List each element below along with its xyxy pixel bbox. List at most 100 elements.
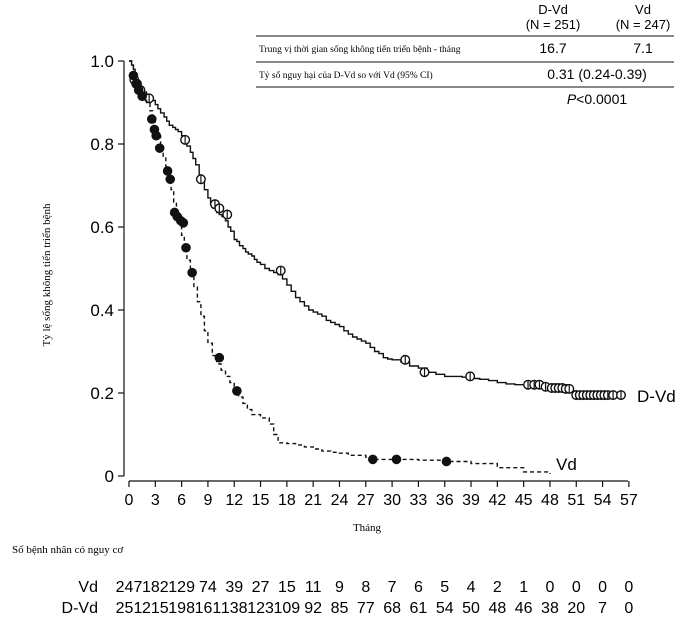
- x-tick-label: 30: [383, 492, 401, 509]
- at-risk-value-vd: 6: [414, 579, 423, 596]
- at-risk-value-d-vd: 38: [541, 600, 559, 617]
- marker-vd: [137, 91, 147, 102]
- x-tick-label: 18: [278, 492, 296, 509]
- survival-curves: [128, 60, 626, 474]
- x-tick-label: 6: [177, 492, 186, 509]
- x-tick-label: 42: [488, 492, 506, 509]
- at-risk-value-d-vd: 85: [331, 600, 349, 617]
- x-tick-label: 12: [225, 492, 243, 509]
- marker-vd: [147, 114, 157, 124]
- x-tick-label: 39: [462, 492, 480, 509]
- at-risk-value-vd: 11: [305, 579, 322, 596]
- at-risk-value-d-vd: 198: [168, 600, 195, 617]
- summary-col2-header: Vd: [635, 2, 651, 17]
- at-risk-value-vd: 74: [199, 579, 217, 596]
- curve-d-vd: [129, 60, 621, 396]
- marker-d-vd: [195, 174, 206, 185]
- x-tick-label: 0: [125, 492, 134, 509]
- at-risk-title: Số bệnh nhân có nguy cơ: [12, 544, 123, 556]
- at-risk-value-d-vd: 7: [598, 600, 607, 617]
- summary-table: D-Vd (N = 251) Vd (N = 247) Trung vị thờ…: [256, 2, 674, 107]
- marker-d-vd: [400, 354, 411, 365]
- at-risk-value-d-vd: 68: [383, 600, 401, 617]
- at-risk-table: Số bệnh nhân có nguy cơ Vd D-Vd 247 182 12…: [12, 544, 633, 617]
- x-tick-label: 54: [594, 492, 612, 509]
- at-risk-value-vd: 2: [493, 579, 502, 596]
- marker-vd: [441, 456, 452, 467]
- y-tick-label: 1.0: [90, 52, 114, 71]
- at-risk-value-vd: 1: [519, 579, 528, 596]
- y-axis-label: Tỷ lệ sống không tiến triển bệnh: [41, 203, 53, 346]
- p-rest: <0.0001: [576, 91, 627, 107]
- at-risk-value-d-vd: 50: [462, 600, 480, 617]
- at-risk-value-vd: 129: [168, 579, 195, 596]
- at-risk-value-d-vd: 92: [304, 600, 322, 617]
- y-ticks: 0 0.2 0.4 0.6 0.8 1.0: [90, 52, 124, 486]
- marker-d-vd: [465, 371, 476, 382]
- at-risk-value-d-vd: 161: [195, 600, 222, 617]
- at-risk-row-label-dvd: D-Vd: [62, 600, 98, 617]
- y-tick-label: 0.8: [90, 135, 114, 154]
- x-tick-label: 3: [151, 492, 160, 509]
- series-label-dvd: D-Vd: [637, 387, 676, 406]
- summary-row1-label: Trung vị thời gian sống không tiến triển…: [259, 44, 461, 55]
- at-risk-value-d-vd: 20: [567, 600, 585, 617]
- at-risk-value-d-vd: 54: [436, 600, 454, 617]
- x-tick-label: 51: [567, 492, 585, 509]
- x-tick-label: 33: [410, 492, 428, 509]
- at-risk-value-vd: 15: [278, 579, 296, 596]
- at-risk-value-vd: 39: [225, 579, 243, 596]
- marker-vd: [151, 130, 161, 141]
- at-risk-value-vd: 0: [572, 579, 581, 596]
- at-risk-value-vd: 27: [252, 579, 270, 596]
- at-risk-value-d-vd: 215: [142, 600, 169, 617]
- series-label-vd: Vd: [556, 455, 577, 474]
- x-tick-label: 9: [203, 492, 212, 509]
- marker-d-vd: [180, 134, 191, 145]
- at-risk-value-d-vd: 109: [274, 600, 301, 617]
- summary-row1-v2: 7.1: [633, 40, 653, 56]
- marker-d-vd: [222, 209, 233, 220]
- summary-col2-sub: (N = 247): [616, 17, 671, 32]
- marker-vd: [214, 352, 225, 363]
- marker-vd: [187, 267, 197, 278]
- x-tick-label: 15: [252, 492, 270, 509]
- curve-vd: [129, 60, 551, 474]
- marker-d-vd: [419, 367, 430, 378]
- at-risk-value-d-vd: 138: [221, 600, 248, 617]
- at-risk-value-d-vd: 77: [357, 600, 375, 617]
- y-tick-label: 0.6: [90, 218, 114, 237]
- at-risk-value-vd: 8: [361, 579, 370, 596]
- summary-row2-label: Tỷ số nguy hại của D-Vd so với Vd (95% C…: [259, 70, 433, 81]
- at-risk-value-vd: 4: [467, 579, 476, 596]
- marker-vd: [165, 174, 176, 185]
- at-risk-value-d-vd: 46: [515, 600, 533, 617]
- marker-d-vd: [615, 390, 626, 401]
- x-tick-label: 27: [357, 492, 375, 509]
- marker-vd: [128, 70, 139, 81]
- at-risk-value-d-vd: 48: [488, 600, 506, 617]
- x-tick-label: 36: [436, 492, 454, 509]
- at-risk-value-vd: 0: [546, 579, 555, 596]
- at-risk-value-vd: 7: [388, 579, 397, 596]
- at-risk-value-vd: 5: [440, 579, 449, 596]
- x-tick-label: 57: [620, 492, 638, 509]
- at-risk-value-vd: 9: [335, 579, 344, 596]
- p-letter: P: [567, 91, 577, 107]
- marker-vd: [154, 143, 165, 153]
- y-tick-label: 0: [105, 467, 114, 486]
- summary-col1-header: D-Vd: [538, 2, 568, 17]
- at-risk-value-vd: 182: [142, 579, 169, 596]
- marker-d-vd: [564, 383, 575, 394]
- x-ticks: 0 3 6 9 12 15 18 21 24 27 30 33 36 39 42 45 48 51 54 57: [125, 481, 638, 509]
- marker-d-vd: [275, 265, 286, 276]
- marker-d-vd: [214, 203, 225, 214]
- summary-col1-sub: (N = 251): [526, 17, 581, 32]
- at-risk-value-vd: 247: [116, 579, 143, 596]
- x-axis-label: Tháng: [353, 522, 382, 534]
- at-risk-value-vd: 0: [598, 579, 607, 596]
- marker-vd: [232, 386, 242, 396]
- marker-vd: [178, 218, 189, 228]
- at-risk-value-d-vd: 251: [116, 600, 143, 617]
